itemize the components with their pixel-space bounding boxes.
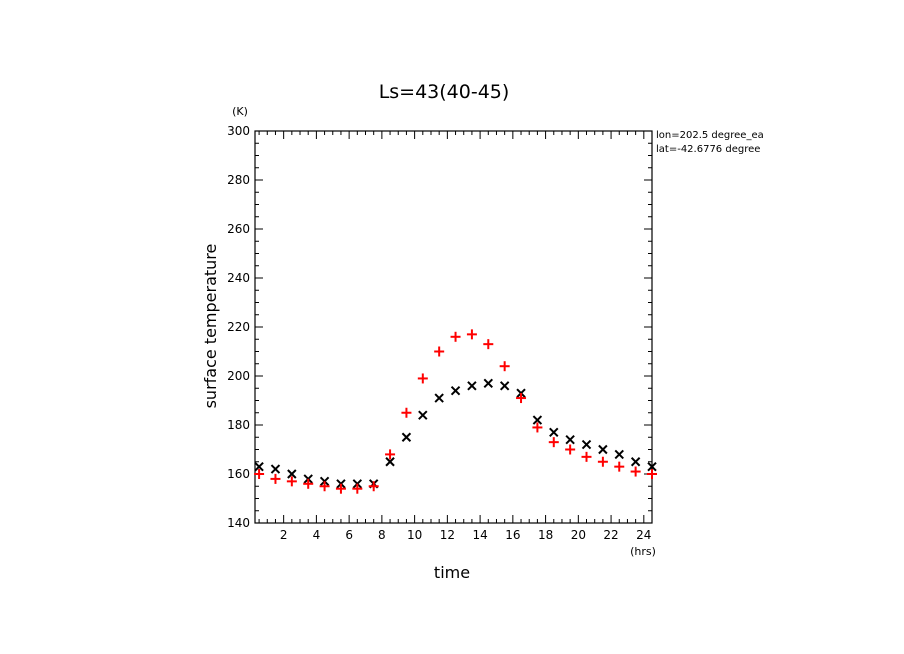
- plus-point: [548, 437, 559, 448]
- y-tick-label: 300: [227, 124, 250, 138]
- cross-point: [598, 444, 608, 455]
- x-tick-label: 6: [345, 528, 353, 542]
- plus-point: [499, 361, 510, 372]
- x-unit-label: (hrs): [630, 545, 656, 558]
- x-tick-label: 10: [407, 528, 422, 542]
- plus-point: [368, 481, 379, 492]
- plus-point: [614, 461, 625, 472]
- x-axis-ticks: 2 4 6 8 10 12 14 16 18 20 22 24: [258, 131, 653, 542]
- plus-point: [516, 393, 527, 404]
- chart-title: Ls=43(40-45): [379, 81, 510, 103]
- plus-point: [270, 473, 281, 484]
- cross-point: [270, 464, 281, 474]
- plus-point: [450, 331, 461, 342]
- latitude-annotation: lat=-42.6776 degree: [656, 144, 760, 155]
- plus-point: [401, 407, 412, 418]
- x-tick-label: 2: [280, 528, 288, 542]
- cross-point: [418, 410, 428, 420]
- cross-point: [385, 457, 395, 467]
- y-tick-label: 200: [227, 369, 250, 383]
- cross-point: [254, 461, 264, 472]
- y-tick-label: 160: [227, 467, 250, 481]
- y-tick-label: 180: [227, 418, 250, 432]
- series-1-points: [254, 378, 657, 489]
- plus-point: [303, 478, 314, 489]
- x-tick-label: 20: [571, 528, 586, 542]
- x-tick-label: 22: [603, 528, 618, 542]
- y-unit-label: (K): [232, 105, 248, 118]
- cross-point: [499, 381, 510, 391]
- cross-point: [565, 434, 575, 445]
- x-tick-label: 12: [440, 528, 455, 542]
- plus-point: [286, 476, 297, 487]
- plus-point: [352, 483, 363, 494]
- cross-point: [287, 469, 297, 479]
- cross-point: [647, 461, 657, 472]
- plus-point: [254, 469, 265, 479]
- y-axis-ticks: 140 160 180 200 220 240 260 280 300: [227, 124, 652, 530]
- x-tick-label: 8: [378, 528, 386, 542]
- plus-point: [335, 483, 346, 494]
- cross-point: [614, 449, 624, 460]
- series-layer: [254, 329, 657, 494]
- plus-point: [434, 346, 445, 357]
- plus-point: [319, 481, 330, 492]
- series-2-points: [254, 329, 657, 494]
- x-axis-title: time: [434, 563, 470, 582]
- y-tick-label: 220: [227, 320, 250, 334]
- x-tick-label: 18: [538, 528, 553, 542]
- plus-point: [483, 339, 494, 350]
- plus-point: [417, 373, 428, 384]
- y-tick-label: 260: [227, 222, 250, 236]
- cross-point: [581, 439, 592, 450]
- plus-point: [466, 329, 477, 340]
- plot-frame: [254, 130, 653, 524]
- cross-point: [483, 378, 493, 389]
- plus-point: [565, 444, 576, 455]
- plus-point: [532, 422, 543, 433]
- x-tick-label: 16: [505, 528, 520, 542]
- y-axis-title: surface temperature: [201, 244, 220, 409]
- plot-frame-group: [254, 130, 653, 524]
- x-tick-label: 14: [472, 528, 487, 542]
- cross-point: [450, 385, 461, 396]
- x-tick-label: 24: [636, 528, 651, 542]
- cross-point: [532, 415, 543, 425]
- y-tick-label: 140: [227, 516, 250, 530]
- plus-point: [647, 469, 657, 479]
- y-tick-label: 240: [227, 271, 250, 285]
- plus-point: [630, 466, 641, 477]
- cross-point: [630, 457, 641, 467]
- x-tick-label: 4: [313, 528, 321, 542]
- cross-point: [549, 427, 559, 438]
- cross-point: [401, 432, 412, 442]
- plus-point: [581, 451, 592, 462]
- longitude-annotation: lon=202.5 degree_ea: [656, 130, 764, 141]
- plus-point: [597, 456, 608, 467]
- plus-point: [385, 449, 396, 460]
- cross-point: [434, 393, 444, 403]
- y-tick-label: 280: [227, 173, 250, 187]
- cross-point: [467, 381, 477, 391]
